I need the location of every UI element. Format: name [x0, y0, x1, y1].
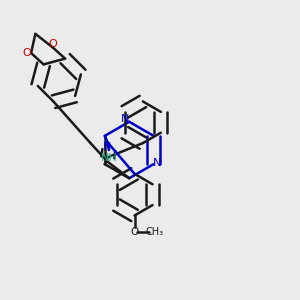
Text: O: O: [22, 48, 31, 58]
Text: N: N: [103, 142, 111, 152]
Text: N: N: [153, 158, 161, 168]
Text: O: O: [130, 227, 139, 237]
Text: CH₃: CH₃: [146, 227, 164, 237]
Text: N: N: [121, 114, 130, 124]
Text: O: O: [49, 39, 58, 50]
Text: NH: NH: [100, 153, 117, 163]
